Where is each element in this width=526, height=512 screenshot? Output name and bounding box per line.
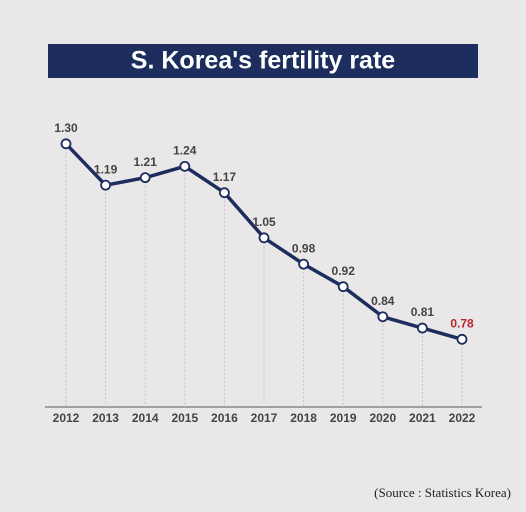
x-tick-label: 2015 — [171, 411, 198, 425]
point — [218, 187, 230, 199]
value-label: 1.21 — [134, 155, 158, 169]
value-label: 0.81 — [411, 305, 435, 319]
x-tick-label: 2017 — [251, 411, 278, 425]
x-tick-label: 2013 — [92, 411, 119, 425]
value-label: 1.17 — [213, 170, 237, 184]
point — [139, 172, 151, 184]
point — [60, 138, 72, 150]
point — [377, 311, 389, 323]
x-tick-label: 2012 — [53, 411, 80, 425]
title-box — [48, 44, 478, 78]
x-tick-label: 2022 — [449, 411, 476, 425]
value-label: 0.92 — [332, 264, 356, 278]
value-label: 1.19 — [94, 162, 118, 176]
point — [100, 179, 111, 191]
chart-title: S. Korea's fertility rate — [131, 47, 395, 75]
point — [337, 281, 349, 293]
value-label: 1.30 — [54, 121, 78, 135]
value-label: 1.24 — [173, 144, 197, 158]
point — [298, 258, 310, 270]
point — [179, 160, 191, 172]
x-tick-label: 2018 — [290, 411, 317, 425]
value-label: 1.05 — [252, 215, 276, 229]
point — [456, 333, 468, 345]
x-tick-label: 2020 — [369, 411, 396, 425]
x-tick-label: 2021 — [409, 411, 436, 425]
point — [258, 232, 270, 244]
x-tick-label: 2019 — [330, 411, 357, 425]
source-note: (Source : Statistics Korea) — [374, 485, 511, 500]
value-label: 0.98 — [292, 241, 316, 255]
x-tick-label: 2016 — [211, 411, 238, 425]
point — [416, 322, 428, 334]
x-tick-label: 2014 — [132, 411, 159, 425]
value-label: 0.78 — [450, 316, 474, 330]
value-label: 0.84 — [371, 294, 395, 308]
